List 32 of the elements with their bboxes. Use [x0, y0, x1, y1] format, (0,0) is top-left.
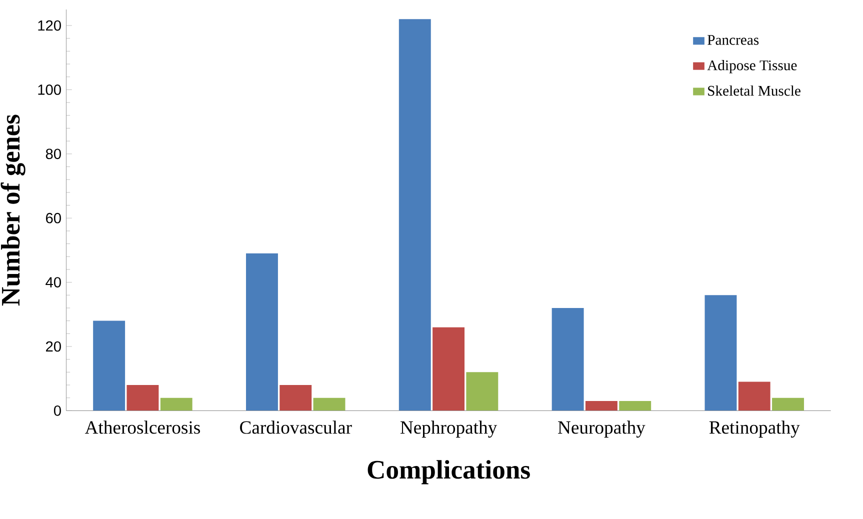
bar [126, 385, 159, 411]
bar [585, 401, 618, 411]
bar [160, 398, 192, 411]
bar [246, 254, 278, 411]
y-tick-label: 120 [38, 20, 61, 31]
bar [280, 385, 312, 411]
x-tick-label: Cardiovascular [240, 420, 352, 434]
bar [704, 295, 737, 411]
y-tick-label: 0 [54, 406, 61, 416]
y-axis-title: Number of genes [0, 114, 26, 306]
x-tick-label: Atheroslcerosis [84, 420, 200, 434]
y-tick-label: 100 [38, 84, 61, 96]
y-tick-label: 40 [46, 277, 61, 288]
legend-label: Pancreas [708, 35, 759, 46]
y-tick-label: 60 [46, 213, 61, 224]
x-tick-label: Neuropathy [558, 420, 646, 438]
bar [432, 327, 465, 411]
bar [313, 398, 346, 411]
legend-label: Adipose Tissue [707, 60, 797, 74]
bar [93, 321, 126, 411]
bar [398, 19, 431, 411]
bar [466, 372, 498, 411]
x-axis-title: Complications [368, 460, 530, 484]
y-tick-label: 20 [46, 342, 61, 352]
bar [738, 382, 770, 411]
x-tick-label: Nephropathy [400, 420, 498, 438]
y-tick-label: 80 [46, 148, 61, 160]
bar [552, 308, 584, 411]
x-tick-label: Retinopathy [709, 420, 800, 438]
bar [619, 401, 652, 411]
bar [772, 398, 804, 411]
legend-label: Skeletal Muscle [708, 86, 800, 96]
